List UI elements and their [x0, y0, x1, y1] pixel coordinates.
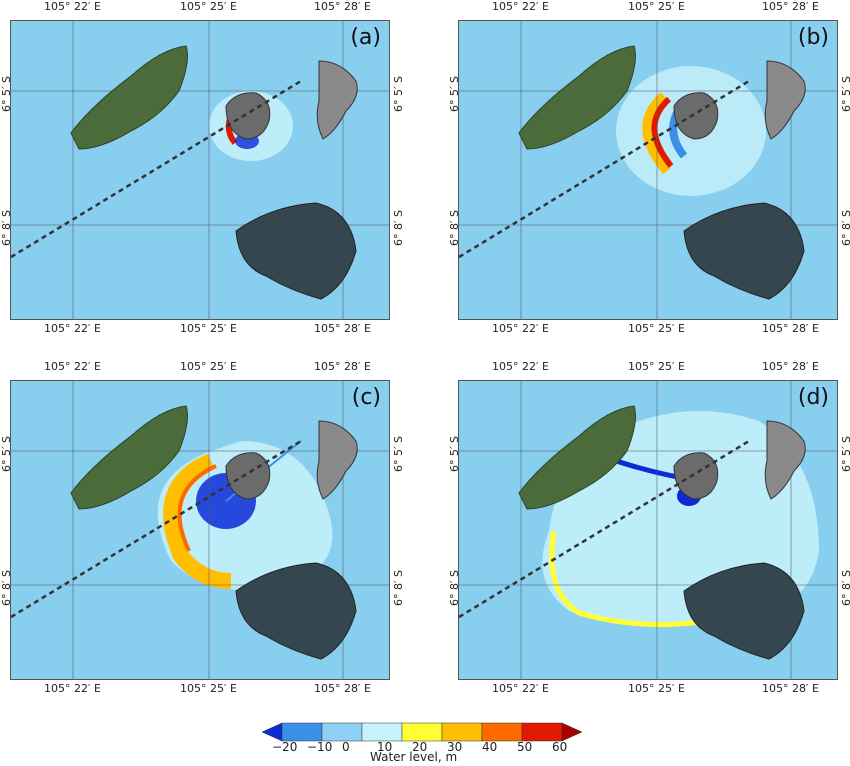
lon-tick-bottom: 105° 28′ E [314, 322, 371, 335]
island-rakata [683, 562, 805, 660]
island-rakata [683, 202, 805, 300]
lon-tick-bottom: 105° 22′ E [44, 322, 101, 335]
lat-tick-right: 6° 5′ S [840, 436, 850, 472]
lon-tick-bottom: 105° 22′ E [492, 682, 549, 695]
lat-tick-right: 6° 5′ S [392, 76, 405, 112]
lon-tick-top: 105° 22′ E [44, 0, 101, 13]
lat-tick-right: 6° 8′ S [392, 210, 405, 246]
lon-tick-bottom: 105° 25′ E [180, 322, 237, 335]
lon-tick-bottom: 105° 25′ E [628, 322, 685, 335]
colorbar-tick-label: 20 [412, 740, 428, 754]
colorbar-min-arrow [262, 722, 283, 742]
lon-tick-top: 105° 28′ E [314, 360, 371, 373]
island-panjang [316, 420, 358, 500]
map-panel: 105° 22′ E 105° 25′ E 105° 28′ E (a [0, 0, 405, 335]
lon-tick-bottom: 105° 22′ E [44, 682, 101, 695]
island-sertung [518, 405, 636, 510]
lat-tick-left: 6° 8′ S [448, 210, 461, 246]
colorbar-tick-label: 50 [517, 740, 533, 754]
colorbar-title: Water level, m [370, 750, 458, 764]
island-anak-krakatau [225, 92, 271, 140]
lat-tick-right: 6° 8′ S [840, 570, 850, 606]
lon-tick-top: 105° 25′ E [180, 0, 237, 13]
map-panel: 105° 22′ E 105° 25′ E 105° 28′ E [448, 0, 850, 335]
lon-tick-top: 105° 22′ E [492, 0, 549, 13]
lon-tick-bottom: 105° 28′ E [314, 682, 371, 695]
island-rakata [235, 562, 357, 660]
colorbar-cell [521, 722, 563, 742]
lon-tick-top: 105° 22′ E [492, 360, 549, 373]
island-anak-krakatau [673, 452, 719, 500]
lon-tick-top: 105° 25′ E [180, 360, 237, 373]
lat-tick-left: 6° 5′ S [0, 76, 13, 112]
lon-tick-top: 105° 25′ E [628, 0, 685, 13]
lat-tick-right: 6° 5′ S [840, 76, 850, 112]
lon-tick-bottom: 105° 25′ E [180, 682, 237, 695]
colorbar-cell [441, 722, 483, 742]
island-sertung [518, 45, 636, 150]
map-frame: (a) [10, 20, 390, 320]
lat-tick-left: 6° 8′ S [448, 570, 461, 606]
island-panjang [764, 420, 806, 500]
colorbar-tick-label: −10 [307, 740, 333, 754]
panel-label: (d) [797, 385, 829, 410]
lon-tick-top: 105° 28′ E [762, 0, 819, 13]
wave-field [157, 440, 333, 591]
colorbar-tick-label: 30 [447, 740, 463, 754]
lon-tick-top: 105° 25′ E [628, 360, 685, 373]
map-panel: 105° 22′ E 105° 25′ E 105° 28′ E [448, 360, 850, 695]
lat-tick-right: 6° 8′ S [392, 570, 405, 606]
island-anak-krakatau [225, 452, 271, 500]
colorbar-tick-label: 40 [482, 740, 498, 754]
colorbar-cell [361, 722, 403, 742]
map-panel: 105° 22′ E 105° 25′ E 105° 28′ E [0, 360, 405, 695]
lon-tick-bottom: 105° 28′ E [762, 682, 819, 695]
profile-line [459, 79, 750, 259]
colorbar-tick-label: −20 [272, 740, 298, 754]
colorbar-cell [321, 722, 363, 742]
island-sertung [70, 405, 188, 510]
profile-line [11, 79, 302, 259]
lat-tick-left: 6° 5′ S [448, 436, 461, 472]
lon-tick-top: 105° 28′ E [762, 360, 819, 373]
lon-tick-top: 105° 22′ E [44, 360, 101, 373]
island-rakata [235, 202, 357, 300]
lon-tick-bottom: 105° 25′ E [628, 682, 685, 695]
map-frame: (d) [458, 380, 838, 680]
lon-tick-bottom: 105° 22′ E [492, 322, 549, 335]
island-panjang [316, 60, 358, 140]
lat-tick-right: 6° 5′ S [392, 436, 405, 472]
profile-line [11, 439, 302, 619]
colorbar-max-arrow [561, 722, 582, 742]
colorbar-tick-label: 60 [552, 740, 568, 754]
colorbar [262, 722, 582, 742]
lat-tick-left: 6° 5′ S [448, 76, 461, 112]
lat-tick-right: 6° 8′ S [840, 210, 850, 246]
colorbar-cell [481, 722, 523, 742]
lat-tick-left: 6° 8′ S [0, 570, 13, 606]
panel-label: (b) [797, 25, 829, 50]
colorbar-cell [401, 722, 443, 742]
colorbar-tick-label: 0 [342, 740, 350, 754]
island-sertung [70, 45, 188, 150]
map-frame: (b) [458, 20, 838, 320]
panel-label: (a) [350, 25, 381, 50]
island-panjang [764, 60, 806, 140]
map-frame: (c) [10, 380, 390, 680]
lon-tick-bottom: 105° 28′ E [762, 322, 819, 335]
panel-label: (c) [351, 385, 381, 410]
lat-tick-left: 6° 5′ S [0, 436, 13, 472]
lon-tick-top: 105° 28′ E [314, 0, 371, 13]
island-anak-krakatau [673, 92, 719, 140]
profile-line [459, 439, 750, 619]
colorbar-tick-label: 10 [377, 740, 393, 754]
lat-tick-left: 6° 8′ S [0, 210, 13, 246]
colorbar-cell [281, 722, 323, 742]
